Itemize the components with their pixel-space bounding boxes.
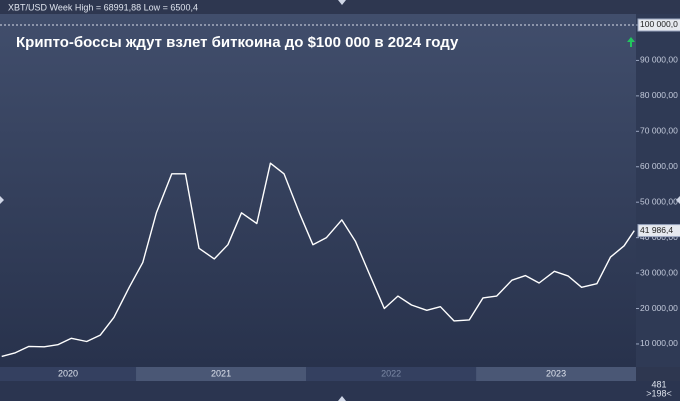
x-tick-label: 2023 — [546, 368, 566, 378]
x-tick-label: 2022 — [381, 368, 401, 378]
x-tick-label: 2020 — [58, 368, 78, 378]
bottom-marker — [338, 396, 346, 401]
chart-subtitle: XBT/USD Week High = 68991,88 Low = 6500,… — [8, 2, 198, 12]
y-tick-label: 50 000,00 — [640, 196, 678, 206]
y-tick-label: 30 000,00 — [640, 267, 678, 277]
price-line — [1, 162, 635, 358]
right-marker — [676, 196, 680, 204]
year-band — [0, 367, 137, 381]
year-band — [136, 367, 307, 381]
last-value-box — [637, 224, 680, 238]
top-marker — [338, 0, 346, 5]
y-tick-box — [637, 18, 680, 32]
up-arrow — [627, 37, 635, 47]
year-band — [306, 367, 477, 381]
x-tick-label: 2021 — [211, 368, 231, 378]
y-tick-label: 20 000,00 — [640, 303, 678, 313]
y-tick-label: 70 000,00 — [640, 126, 678, 136]
y-tick-label: 60 000,00 — [640, 161, 678, 171]
left-marker — [0, 196, 4, 204]
y-tick-label: 80 000,00 — [640, 90, 678, 100]
year-band — [476, 367, 636, 381]
y-tick-label: 100 000,0 — [640, 19, 678, 29]
footer-nav[interactable]: >198< — [646, 388, 672, 398]
y-axis-panel — [636, 14, 680, 367]
y-tick-label: 90 000,00 — [640, 55, 678, 65]
y-tick-label: 10 000,00 — [640, 338, 678, 348]
plot-area — [0, 14, 636, 367]
footer — [0, 381, 680, 401]
last-value-label: 41 986,4 — [640, 225, 673, 235]
chart-title: Крипто-боссы ждут взлет биткоина до $100… — [16, 34, 459, 51]
footer-count: 481 — [651, 379, 666, 389]
